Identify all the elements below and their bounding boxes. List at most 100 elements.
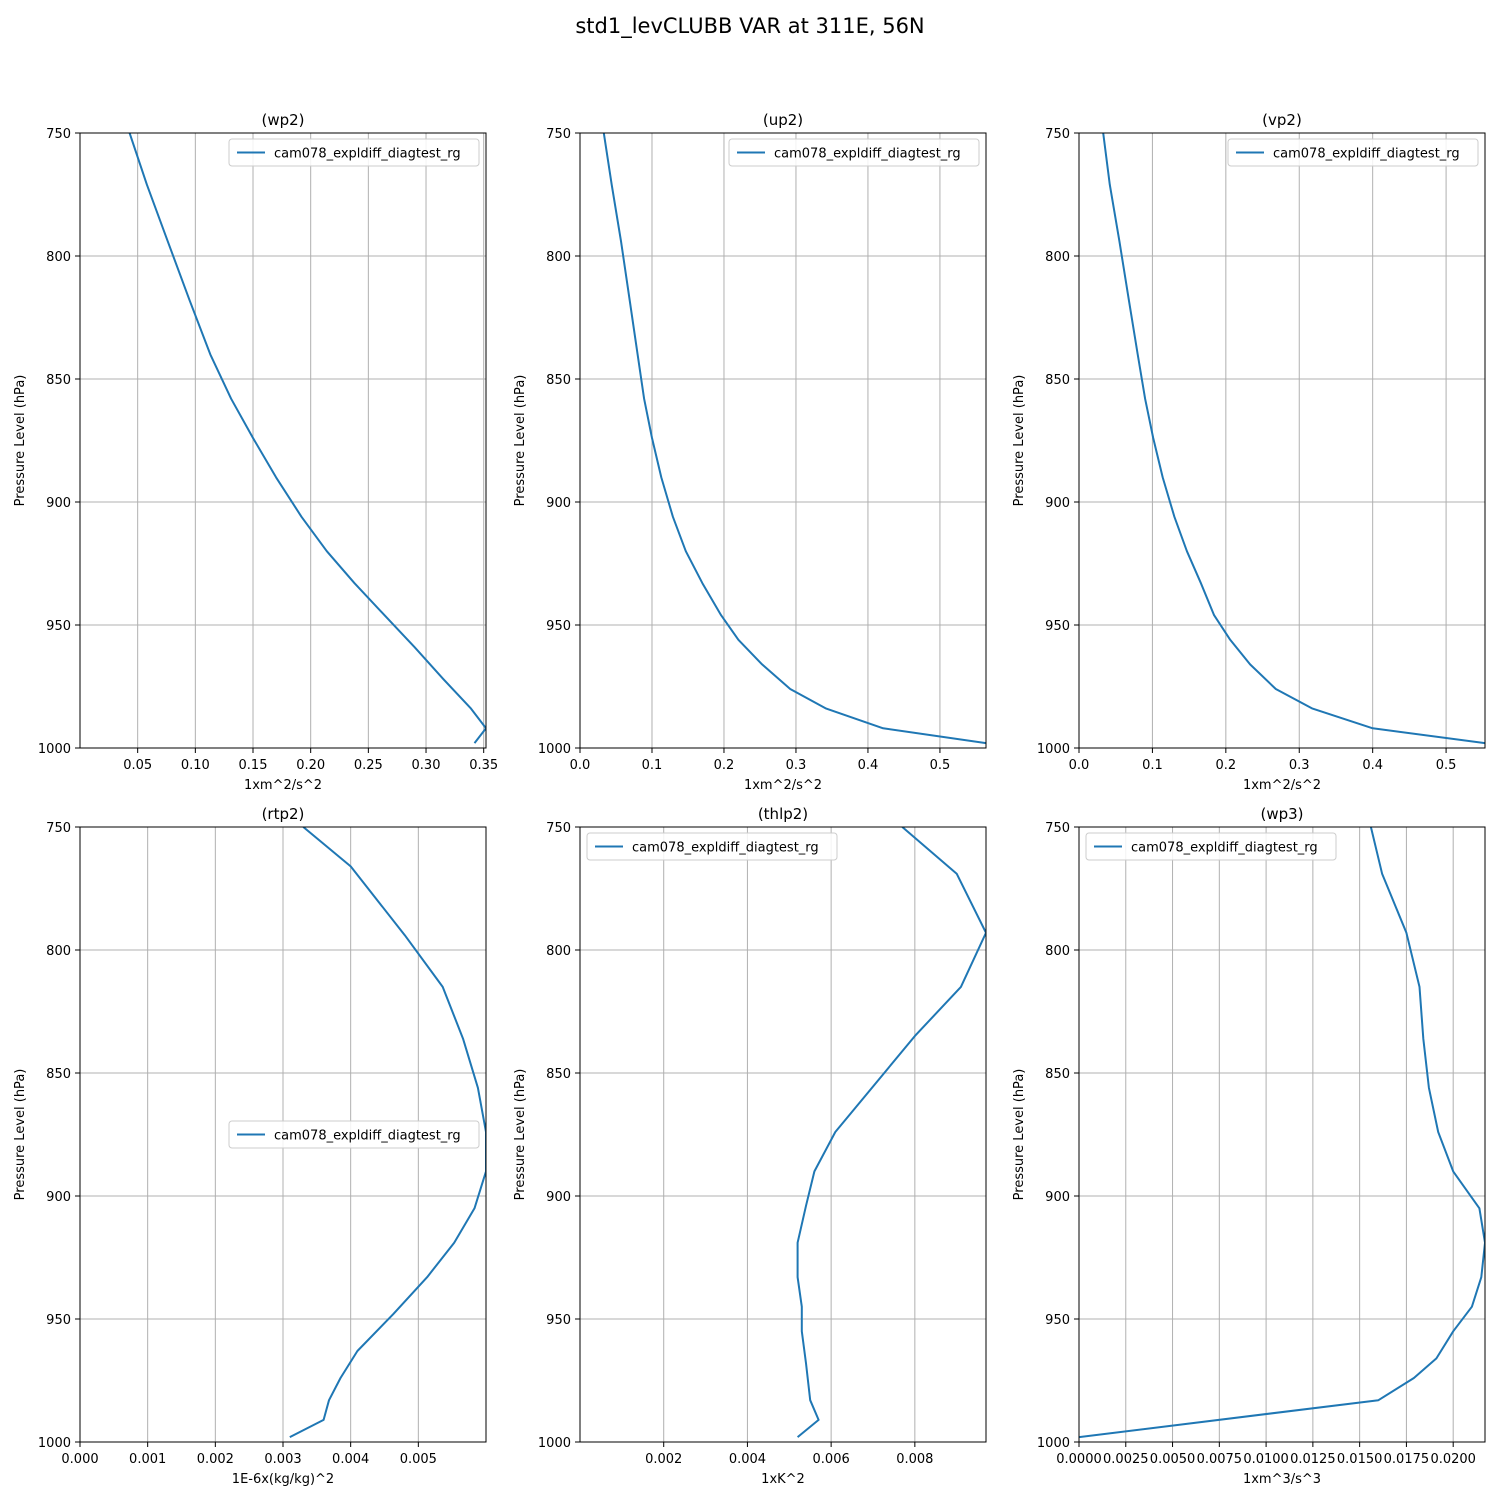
y-tick-label: 850 [546, 373, 571, 388]
y-tick-label: 850 [1045, 373, 1070, 388]
y-axis-label: Pressure Level (hPa) [513, 1069, 528, 1201]
subplot-title: (thlp2) [758, 805, 808, 823]
series-line [128, 133, 486, 744]
y-axis-label: Pressure Level (hPa) [13, 375, 28, 507]
y-tick-label: 950 [46, 619, 71, 634]
x-tick-label: 0.003 [264, 1452, 301, 1467]
x-tick-label: 0.0000 [1056, 1452, 1102, 1467]
subplot-up2: 0.0 0.1 0.2 0.3 0.4 0.5 750 800 850 900 950 1000 (up… [513, 111, 987, 793]
subplot-title: (wp2) [261, 111, 304, 129]
x-tick-label: 0.1 [1142, 758, 1163, 773]
axes-frame [1078, 132, 1486, 749]
legend-label: cam078_expldiff_diagtest_rg [274, 1129, 461, 1144]
y-tick-label: 900 [546, 496, 571, 511]
x-tick-label: 0.10 [181, 758, 210, 773]
x-tick-label: 0.006 [813, 1452, 850, 1467]
x-tick-label: 0.0175 [1384, 1452, 1430, 1467]
y-tick-label: 800 [46, 250, 71, 265]
y-tick-label: 900 [46, 496, 71, 511]
y-tick-label: 950 [546, 619, 571, 634]
axes-frame [579, 826, 987, 1443]
y-tick-label: 750 [1045, 127, 1070, 142]
y-tick-label: 850 [1045, 1067, 1070, 1082]
subplot-title: (up2) [763, 111, 803, 129]
y-tick-label: 900 [1045, 496, 1070, 511]
series-line [289, 827, 486, 1438]
x-tick-label: 0.008 [896, 1452, 933, 1467]
y-tick-label: 1000 [38, 1436, 71, 1451]
x-tick-label: 0.25 [354, 758, 383, 773]
x-tick-label: 0.30 [412, 758, 441, 773]
legend-box [728, 138, 980, 167]
x-tick-label: 0.0150 [1337, 1452, 1383, 1467]
x-tick-label: 0.3 [786, 758, 807, 773]
y-tick-label: 900 [546, 1190, 571, 1205]
y-tick-label: 1000 [538, 1436, 571, 1451]
y-tick-label: 850 [546, 1067, 571, 1082]
y-tick-label: 750 [546, 821, 571, 836]
x-tick-label: 0.004 [332, 1452, 369, 1467]
x-tick-label: 0.20 [296, 758, 325, 773]
y-tick-label: 950 [1045, 1313, 1070, 1328]
x-tick-label: 0.0100 [1243, 1452, 1289, 1467]
series-line [796, 827, 986, 1438]
legend: cam078_expldiff_diagtest_rg [586, 832, 838, 861]
y-axis-label: Pressure Level (hPa) [513, 375, 528, 507]
y-tick-label: 750 [46, 127, 71, 142]
x-tick-label: 0.15 [239, 758, 268, 773]
x-axis-label: 1E-6x(kg/kg)^2 [232, 1472, 334, 1487]
subplot-wp2: 0.05 0.10 0.15 0.20 0.25 0.30 0.35 750 800 850 900… [13, 111, 498, 793]
axes-frame [1078, 826, 1486, 1443]
series-line [1079, 827, 1485, 1439]
legend: cam078_expldiff_diagtest_rg [728, 138, 980, 167]
legend-box [586, 832, 838, 861]
series-line [602, 133, 986, 745]
axes-frame [579, 132, 987, 749]
subplot-vp2: 0.0 0.1 0.2 0.3 0.4 0.5 750 800 850 900 950 1000 (vp… [1012, 111, 1486, 793]
y-tick-label: 1000 [1037, 1436, 1070, 1451]
legend-label: cam078_expldiff_diagtest_rg [1273, 147, 1460, 162]
y-axis-label: Pressure Level (hPa) [13, 1069, 28, 1201]
legend: cam078_expldiff_diagtest_rg [1227, 138, 1479, 167]
legend-label: cam078_expldiff_diagtest_rg [1131, 841, 1318, 856]
x-tick-label: 0.000 [61, 1452, 98, 1467]
x-tick-label: 0.001 [129, 1452, 166, 1467]
x-tick-label: 0.004 [729, 1452, 766, 1467]
x-tick-label: 0.4 [858, 758, 879, 773]
y-tick-label: 1000 [1037, 742, 1070, 757]
legend-box [228, 138, 480, 167]
y-tick-label: 750 [1045, 821, 1070, 836]
x-tick-label: 0.5 [930, 758, 951, 773]
x-axis-label: 1xK^2 [761, 1472, 805, 1487]
y-tick-label: 900 [1045, 1190, 1070, 1205]
legend: cam078_expldiff_diagtest_rg [228, 1120, 480, 1149]
x-tick-label: 0.0200 [1430, 1452, 1476, 1467]
x-tick-label: 0.1 [642, 758, 663, 773]
y-tick-label: 900 [46, 1190, 71, 1205]
x-tick-label: 0.5 [1436, 758, 1457, 773]
x-tick-label: 0.0 [570, 758, 591, 773]
axes-frame [79, 132, 487, 749]
x-tick-label: 0.0125 [1290, 1452, 1336, 1467]
y-tick-label: 800 [546, 944, 571, 959]
legend: cam078_expldiff_diagtest_rg [228, 138, 480, 167]
x-axis-label: 1xm^2/s^2 [744, 778, 822, 793]
x-axis-label: 1xm^3/s^3 [1243, 1472, 1321, 1487]
subplot-wp3: 0.0000 0.0025 0.0050 0.0075 0.0100 0.0125 0.01… [1012, 805, 1486, 1487]
subplot-thlp2: 0.002 0.004 0.006 0.008 750 800 850 900 950 1000 (… [513, 805, 987, 1487]
y-tick-label: 750 [46, 821, 71, 836]
x-tick-label: 0.4 [1362, 758, 1383, 773]
y-tick-label: 950 [1045, 619, 1070, 634]
legend: cam078_expldiff_diagtest_rg [1085, 832, 1337, 861]
x-axis-label: 1xm^2/s^2 [1243, 778, 1321, 793]
legend-box [228, 1120, 480, 1149]
legend-label: cam078_expldiff_diagtest_rg [774, 147, 961, 162]
y-tick-label: 800 [1045, 250, 1070, 265]
y-tick-label: 800 [546, 250, 571, 265]
legend-label: cam078_expldiff_diagtest_rg [632, 841, 819, 856]
x-tick-label: 0.0 [1069, 758, 1090, 773]
figure-title: std1_levCLUBB VAR at 311E, 56N [575, 14, 925, 38]
x-tick-label: 0.005 [400, 1452, 437, 1467]
x-tick-label: 0.0050 [1150, 1452, 1196, 1467]
